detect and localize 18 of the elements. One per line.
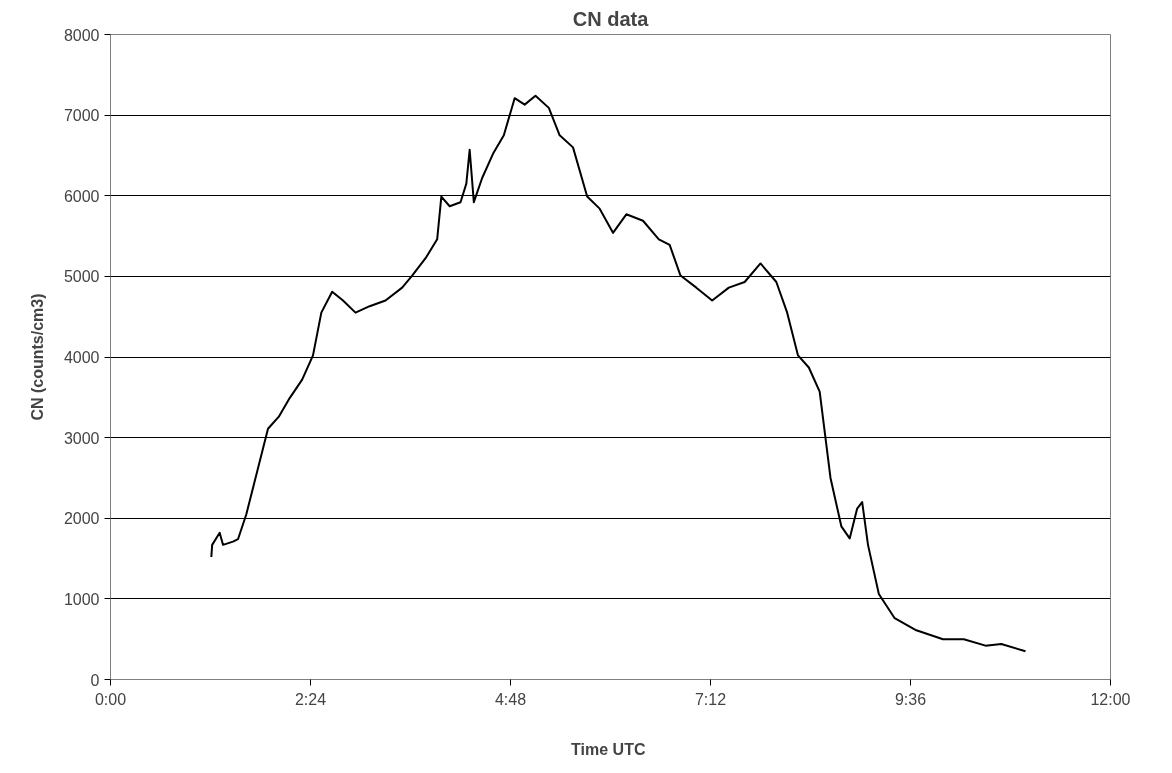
- y-tick-label: 0: [90, 671, 100, 689]
- x-tick-label: 4:48: [494, 690, 527, 708]
- x-tick-label: 7:12: [694, 690, 727, 708]
- y-tick-label: 6000: [63, 187, 100, 205]
- y-tick-label: 8000: [63, 26, 100, 44]
- y-tick-label: 7000: [63, 107, 100, 125]
- x-axis-title: Time UTC: [571, 740, 646, 758]
- x-tick-label: 12:00: [1090, 690, 1131, 708]
- y-tick-label: 5000: [63, 268, 100, 286]
- chart-title: CN data: [572, 7, 650, 30]
- y-tick-label: 4000: [63, 349, 100, 366]
- x-tick-label: 9:36: [894, 690, 927, 708]
- x-tick-label: 0:00: [94, 690, 127, 708]
- y-axis-title: CN (counts/cm3): [28, 293, 46, 421]
- y-tick-label: 2000: [63, 510, 100, 528]
- y-tick-label: 1000: [63, 590, 100, 608]
- x-tick-label: 2:24: [294, 690, 327, 708]
- y-tick-label: 3000: [63, 429, 100, 447]
